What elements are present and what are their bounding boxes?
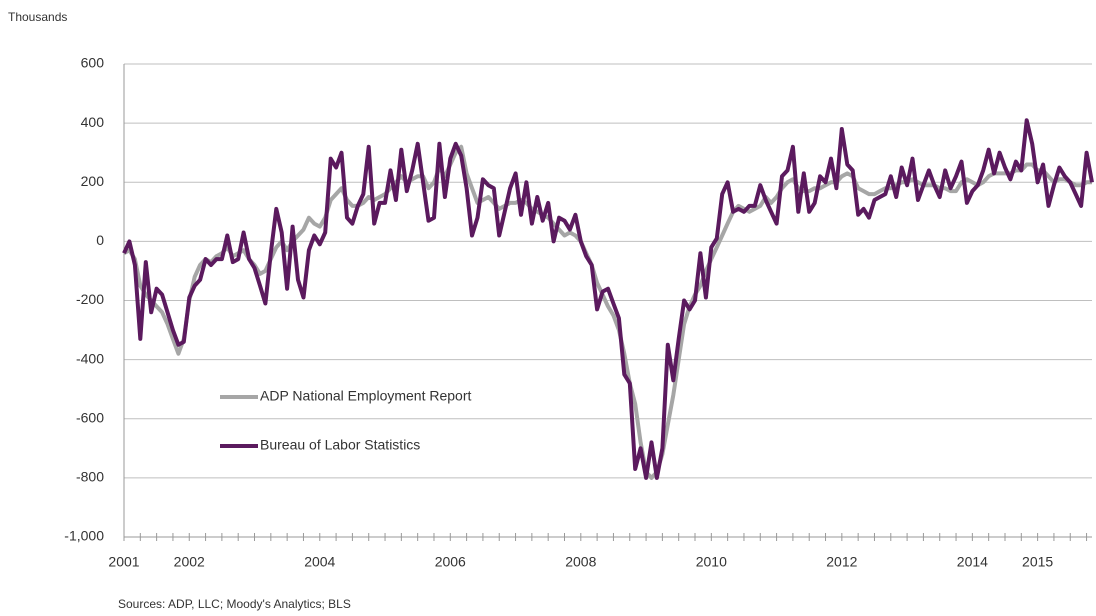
legend-label: ADP National Employment Report — [260, 388, 472, 404]
x-tick-label: 2002 — [174, 554, 205, 570]
y-tick-label: -400 — [76, 350, 104, 366]
legend-label: Bureau of Labor Statistics — [260, 437, 420, 453]
y-tick-label: 200 — [81, 173, 105, 189]
y-axis-label: Thousands — [8, 10, 67, 24]
x-tick-label: 2010 — [696, 554, 727, 570]
x-tick-label: 2015 — [1022, 554, 1053, 570]
series-line — [122, 118, 1094, 480]
x-tick-label: 2014 — [957, 554, 988, 570]
y-tick-label: -200 — [76, 291, 104, 307]
y-tick-label: 600 — [81, 55, 105, 71]
x-tick-label: 2012 — [826, 554, 857, 570]
x-tick-label: 2004 — [304, 554, 335, 570]
x-tick-label: 2008 — [565, 554, 596, 570]
source-note: Sources: ADP, LLC; Moody's Analytics; BL… — [118, 597, 351, 611]
y-tick-label: 400 — [81, 114, 105, 130]
y-tick-label: -800 — [76, 469, 104, 485]
y-tick-label: -1,000 — [64, 528, 104, 544]
y-tick-label: 0 — [96, 232, 104, 248]
y-tick-label: -600 — [76, 409, 104, 425]
x-tick-label: 2006 — [435, 554, 466, 570]
series-line — [123, 144, 1092, 480]
x-tick-label: 2001 — [108, 554, 139, 570]
